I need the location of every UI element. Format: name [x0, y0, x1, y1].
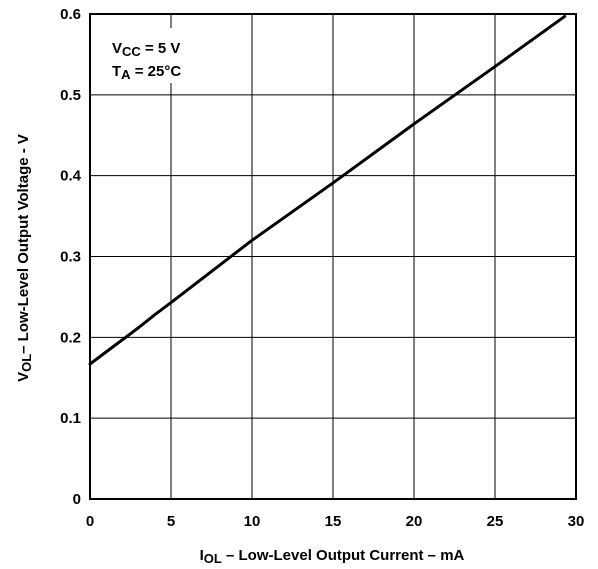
plot-frame — [89, 13, 577, 500]
x-tick-label: 10 — [244, 513, 261, 530]
y-tick-label: 0.3 — [60, 249, 81, 266]
series-layer — [88, 14, 567, 366]
x-tick-label: 25 — [487, 513, 504, 530]
y-tick-label: 0.4 — [60, 168, 82, 185]
y-tick-label: 0.1 — [60, 410, 81, 427]
y-tick-label: 0.2 — [60, 329, 81, 346]
x-tick-label: 0 — [86, 513, 94, 530]
y-axis-label: VOL– Low-Level Output Voltage - V — [15, 134, 34, 382]
annotation-background — [103, 28, 218, 83]
y-tick-labels: 0 0.1 0.2 0.3 0.4 0.5 0.6 — [60, 6, 82, 508]
annotation-box: VCC = 5 V TA = 25°C — [103, 28, 218, 83]
x-tick-label: 5 — [167, 513, 175, 530]
y-tick-label: 0 — [73, 491, 81, 508]
y-tick-label: 0.5 — [60, 87, 81, 104]
annotation-ta: TA = 25°C — [112, 63, 181, 82]
x-tick-labels: 0 5 10 15 20 25 30 — [86, 513, 585, 530]
x-tick-label: 20 — [406, 513, 423, 530]
x-tick-label: 15 — [325, 513, 342, 530]
x-axis-label: IOL – Low-Level Output Current – mA — [200, 547, 465, 566]
x-tick-label: 30 — [568, 513, 585, 530]
grid-layer — [89, 13, 577, 500]
annotation-vcc: VCC = 5 V — [112, 40, 180, 59]
series-line — [88, 14, 567, 366]
y-tick-label: 0.6 — [60, 6, 81, 23]
